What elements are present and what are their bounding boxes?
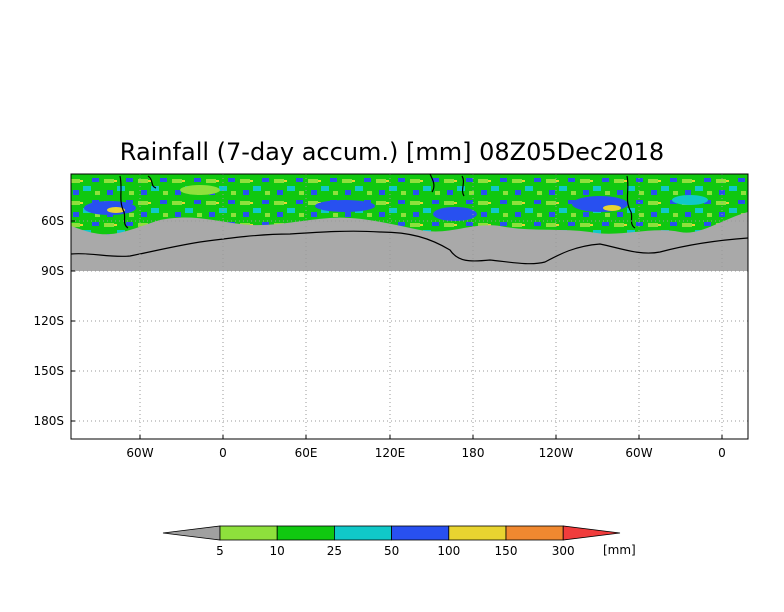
latitude-labels: 60S 90S 120S 150S 180S [33, 214, 64, 428]
lon-tick-label: 120E [375, 446, 406, 460]
plot-frame [70, 173, 749, 440]
colorbar-unit: [mm] [603, 543, 636, 557]
lat-tick-label: 60S [41, 214, 64, 228]
colorbar-label: 5 [216, 544, 224, 558]
gridlines [71, 174, 748, 439]
antarctica-coastline [71, 230, 748, 265]
colorbar-segment [448, 525, 507, 541]
heavy-rain-core [315, 200, 375, 212]
lon-tick-label: 180 [462, 446, 485, 460]
lat-tick-label: 180S [33, 414, 64, 428]
lon-tick-label: 0 [219, 446, 227, 460]
rain-core [180, 185, 220, 195]
map-title: Rainfall (7-day accum.) [mm] 08Z05Dec201… [119, 138, 665, 166]
colorbar: 5 10 25 50 100 150 300 [mm] [162, 525, 636, 558]
colorbar-label: 100 [437, 544, 460, 558]
heavy-rain-core [107, 207, 125, 213]
colorbar-label: 150 [495, 544, 518, 558]
heavy-rain-core [433, 207, 477, 221]
colorbar-overflow-triangle [562, 525, 621, 541]
lon-tick-label: 60W [625, 446, 652, 460]
longitude-labels: 60W 0 60E 120E 180 120W 60W 0 [126, 446, 725, 460]
colorbar-segment [333, 525, 392, 541]
rain-band [71, 174, 748, 235]
colorbar-label: 300 [552, 544, 575, 558]
coastline [147, 175, 157, 189]
rain-core [672, 195, 708, 205]
rainfall-field [71, 174, 748, 271]
heavy-rain-core [603, 205, 621, 211]
coastline [429, 174, 435, 193]
lat-tick-label: 150S [33, 364, 64, 378]
lon-tick-label: 60W [126, 446, 153, 460]
lon-tick-label: 120W [539, 446, 574, 460]
colorbar-segment [219, 525, 278, 541]
colorbar-segment [276, 525, 335, 541]
lon-tick-label: 0 [718, 446, 726, 460]
lon-tick-label: 60E [295, 446, 318, 460]
south-america-coastline [119, 175, 129, 229]
lat-tick-label: 120S [33, 314, 64, 328]
lat-tick-label: 90S [41, 264, 64, 278]
colorbar-segment [505, 525, 564, 541]
colorbar-label: 50 [384, 544, 399, 558]
colorbar-segment [391, 525, 450, 541]
colorbar-label: 25 [327, 544, 342, 558]
colorbar-underflow-triangle [162, 525, 221, 541]
coastline [461, 175, 465, 197]
colorbar-label: 10 [270, 544, 285, 558]
south-america-coastline [626, 175, 636, 229]
